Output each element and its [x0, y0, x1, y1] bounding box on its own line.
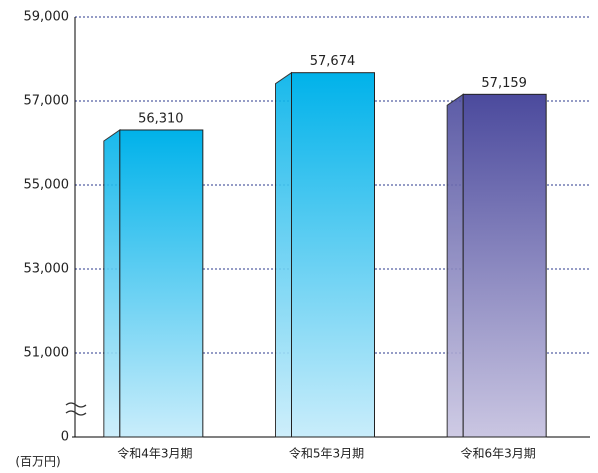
y-tick-label: 59,000 [24, 10, 70, 25]
bar [291, 72, 375, 438]
y-tick-label: 53,000 [24, 262, 70, 277]
bar-side [446, 93, 464, 438]
bar [119, 129, 204, 438]
data-label: 57,159 [481, 76, 527, 91]
y-tick-label: 55,000 [24, 178, 70, 193]
unit-label: (百万円) [15, 455, 60, 469]
x-tick-label: 令和4年3月期 [117, 446, 192, 461]
data-label: 57,674 [310, 54, 356, 69]
data-label: 56,310 [138, 111, 184, 126]
y-tick-label: 51,000 [24, 346, 70, 361]
axis-break [65, 402, 87, 416]
bar [462, 93, 547, 438]
bar-side [103, 129, 121, 438]
x-tick-label: 令和5年3月期 [289, 446, 364, 461]
y-tick-label: 0 [61, 430, 69, 445]
x-tick-label: 令和6年3月期 [461, 446, 536, 461]
bar-side [275, 71, 292, 438]
y-tick-label: 57,000 [24, 94, 70, 109]
